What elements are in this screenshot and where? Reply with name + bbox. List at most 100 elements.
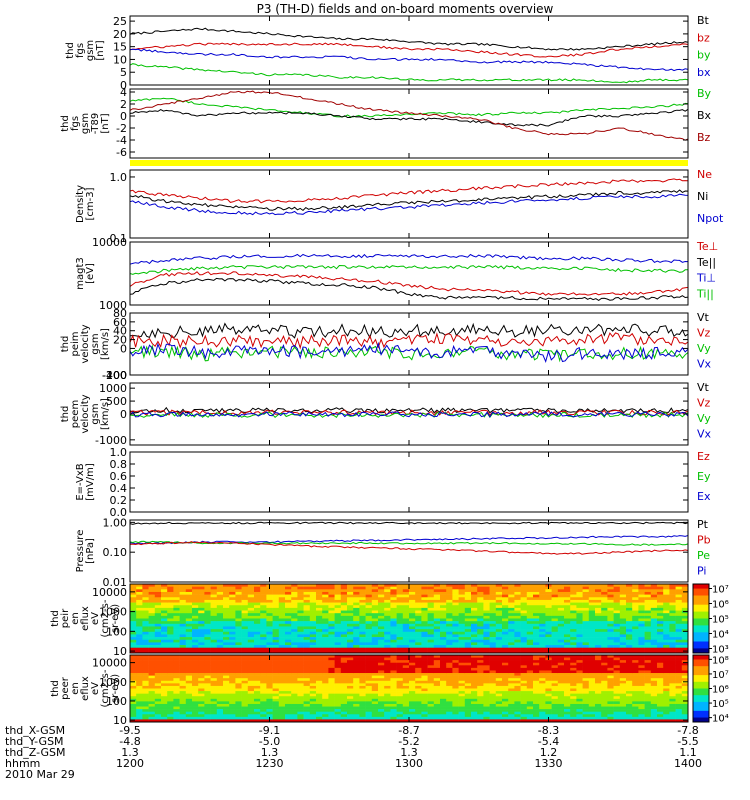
series-vx-line <box>129 411 689 418</box>
heatmap-cell <box>440 655 447 658</box>
heatmap-cell <box>458 586 466 590</box>
heatmap-cell <box>359 678 366 682</box>
heatmap-cell <box>601 629 608 633</box>
heatmap-cell <box>136 680 143 684</box>
heatmap-cell <box>650 698 658 702</box>
heatmap-cell <box>285 615 292 619</box>
heatmap-cell <box>266 698 273 702</box>
heatmap-cell <box>650 591 658 595</box>
heatmap-cell <box>675 586 683 590</box>
heatmap-cell <box>638 605 645 609</box>
heatmap-cell <box>601 706 608 710</box>
heatmap-cell <box>669 691 676 694</box>
heatmap-cell <box>526 645 534 648</box>
heatmap-cell <box>644 615 652 619</box>
heatmap-cell <box>483 631 490 635</box>
heatmap-cell <box>130 660 137 664</box>
heatmap-cell <box>154 629 162 633</box>
heatmap-cell <box>396 607 404 611</box>
heatmap-cell <box>644 660 652 664</box>
heatmap-cell <box>533 584 540 587</box>
y-tick-label: 10 <box>113 645 127 658</box>
heatmap-cell <box>167 610 174 614</box>
heatmap-cell <box>198 670 205 674</box>
heatmap-cell <box>303 591 311 595</box>
heatmap-cell <box>142 618 149 622</box>
heatmap-cell <box>520 618 528 622</box>
heatmap-cell <box>452 599 459 603</box>
heatmap-cell <box>285 667 292 671</box>
heatmap-cell <box>148 591 156 595</box>
legend-bx: Bx <box>697 109 712 122</box>
heatmap-cell <box>588 701 596 705</box>
heatmap-cell <box>576 591 583 595</box>
heatmap-cell <box>254 706 261 710</box>
heatmap-cell <box>365 670 373 674</box>
heatmap-cell <box>483 626 490 630</box>
heatmap-cell <box>458 594 466 598</box>
heatmap-cell <box>471 680 478 684</box>
heatmap-cell <box>632 678 639 682</box>
heatmap-cell <box>440 711 447 715</box>
heatmap-cell <box>266 670 273 674</box>
heatmap-cell <box>489 613 497 617</box>
heatmap-cell <box>229 670 236 674</box>
heatmap-cell <box>173 602 180 606</box>
heatmap-cell <box>446 594 453 598</box>
heatmap-cell <box>130 639 137 643</box>
heatmap-cell <box>198 591 205 595</box>
heatmap-cell <box>254 618 261 622</box>
heatmap-cell <box>663 629 670 633</box>
heatmap-cell <box>483 696 490 700</box>
heatmap-cell <box>297 660 304 664</box>
heatmap-cell <box>545 605 552 609</box>
heatmap-cell <box>303 586 311 590</box>
heatmap-cell <box>365 586 373 590</box>
heatmap-cell <box>179 678 187 682</box>
heatmap-cell <box>533 586 540 590</box>
heatmap-cell <box>285 599 292 603</box>
heatmap-cell <box>328 650 335 654</box>
heatmap-cell <box>396 701 404 705</box>
heatmap-cell <box>607 637 614 641</box>
heatmap-cell <box>533 714 540 718</box>
heatmap-cell <box>632 621 639 625</box>
heatmap-cell <box>198 594 205 598</box>
heatmap-cell <box>384 680 391 684</box>
heatmap-cell <box>446 657 453 661</box>
heatmap-cell <box>483 660 490 664</box>
heatmap-cell <box>440 675 447 679</box>
heatmap-cell <box>402 613 410 617</box>
heatmap-cell <box>675 655 683 658</box>
heatmap-cell <box>235 629 242 633</box>
legend-ne: Ne <box>697 168 712 181</box>
heatmap-cell <box>595 685 602 689</box>
heatmap-cell <box>179 698 187 702</box>
heatmap-cell <box>551 675 559 679</box>
heatmap-cell <box>223 610 230 614</box>
heatmap-cell <box>477 650 484 654</box>
heatmap-cell <box>210 626 218 630</box>
heatmap-cell <box>154 613 162 617</box>
heatmap-cell <box>520 597 528 601</box>
heatmap-cell <box>260 662 267 666</box>
heatmap-cell <box>254 670 261 674</box>
heatmap-cell <box>241 685 249 689</box>
heatmap-cell <box>663 631 670 635</box>
heatmap-cell <box>452 716 459 720</box>
heatmap-cell <box>371 696 379 700</box>
heatmap-cell <box>440 584 447 587</box>
heatmap-cell <box>595 621 602 625</box>
heatmap-cell <box>557 642 565 646</box>
heatmap-cell <box>210 714 218 718</box>
heatmap-cell <box>396 623 404 627</box>
heatmap-cell <box>477 696 484 700</box>
heatmap-cell <box>433 680 441 684</box>
heatmap-cell <box>316 621 323 625</box>
heatmap-cell <box>421 678 428 682</box>
heatmap-cell <box>545 693 552 697</box>
heatmap-cell <box>365 607 373 611</box>
heatmap-cell <box>582 621 590 625</box>
heatmap-cell <box>681 615 689 619</box>
